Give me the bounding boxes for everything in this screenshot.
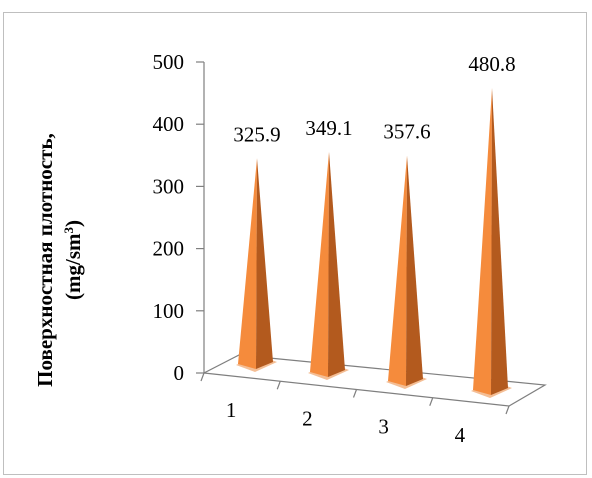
bar-face-front — [238, 158, 257, 369]
x-tick-mark — [200, 372, 205, 382]
bar-face-front — [388, 155, 407, 386]
y-axis-title-unit: (mg/sm3) — [61, 220, 86, 300]
y-tick-label: 100 — [153, 299, 185, 323]
bar-face-side — [328, 151, 345, 377]
y-ticks: 0 100 200 300 400 500 — [153, 50, 204, 385]
y-tick-label: 0 — [174, 361, 185, 385]
y-tick-label: 400 — [153, 112, 185, 136]
x-ticks: 1 2 3 4 — [200, 372, 510, 447]
x-tick-label: 1 — [226, 398, 237, 422]
y-tick-label: 500 — [153, 50, 185, 74]
bar-value-label: 325.9 — [233, 122, 280, 146]
x-tick-mark — [505, 405, 510, 415]
x-tick-label: 3 — [378, 415, 389, 439]
x-tick-mark — [352, 389, 358, 398]
chart-frame — [3, 12, 587, 475]
bar-face-front — [310, 151, 329, 377]
y-axis-unit-text: (mg/sm — [61, 233, 85, 300]
y-axis-title-main: Поверхностная плотность, — [33, 133, 57, 387]
x-tick-label: 4 — [455, 423, 466, 447]
y-tick-label: 200 — [153, 237, 185, 261]
y-tick-label: 300 — [153, 174, 185, 198]
bar-face-side — [406, 155, 423, 386]
axes — [201, 62, 547, 407]
x-tick-mark — [429, 397, 434, 406]
bars — [236, 87, 512, 398]
x-tick-mark — [276, 381, 281, 390]
chart-floor — [201, 354, 547, 407]
value-labels: 325.9 349.1 357.6 480.8 — [233, 52, 515, 146]
bar-value-label: 480.8 — [468, 52, 515, 76]
y-axis-unit-superscript: 3 — [61, 227, 76, 234]
y-axis-unit-close: ) — [61, 220, 85, 227]
y-axis-title: Поверхностная плотность, (mg/sm3) — [33, 133, 85, 387]
bar-value-label: 349.1 — [305, 116, 352, 140]
x-tick-label: 2 — [302, 406, 313, 430]
bar-value-label: 357.6 — [383, 120, 430, 144]
bar-face-front — [473, 87, 492, 396]
bar-face-side — [256, 158, 273, 369]
bar-face-side — [491, 87, 508, 396]
